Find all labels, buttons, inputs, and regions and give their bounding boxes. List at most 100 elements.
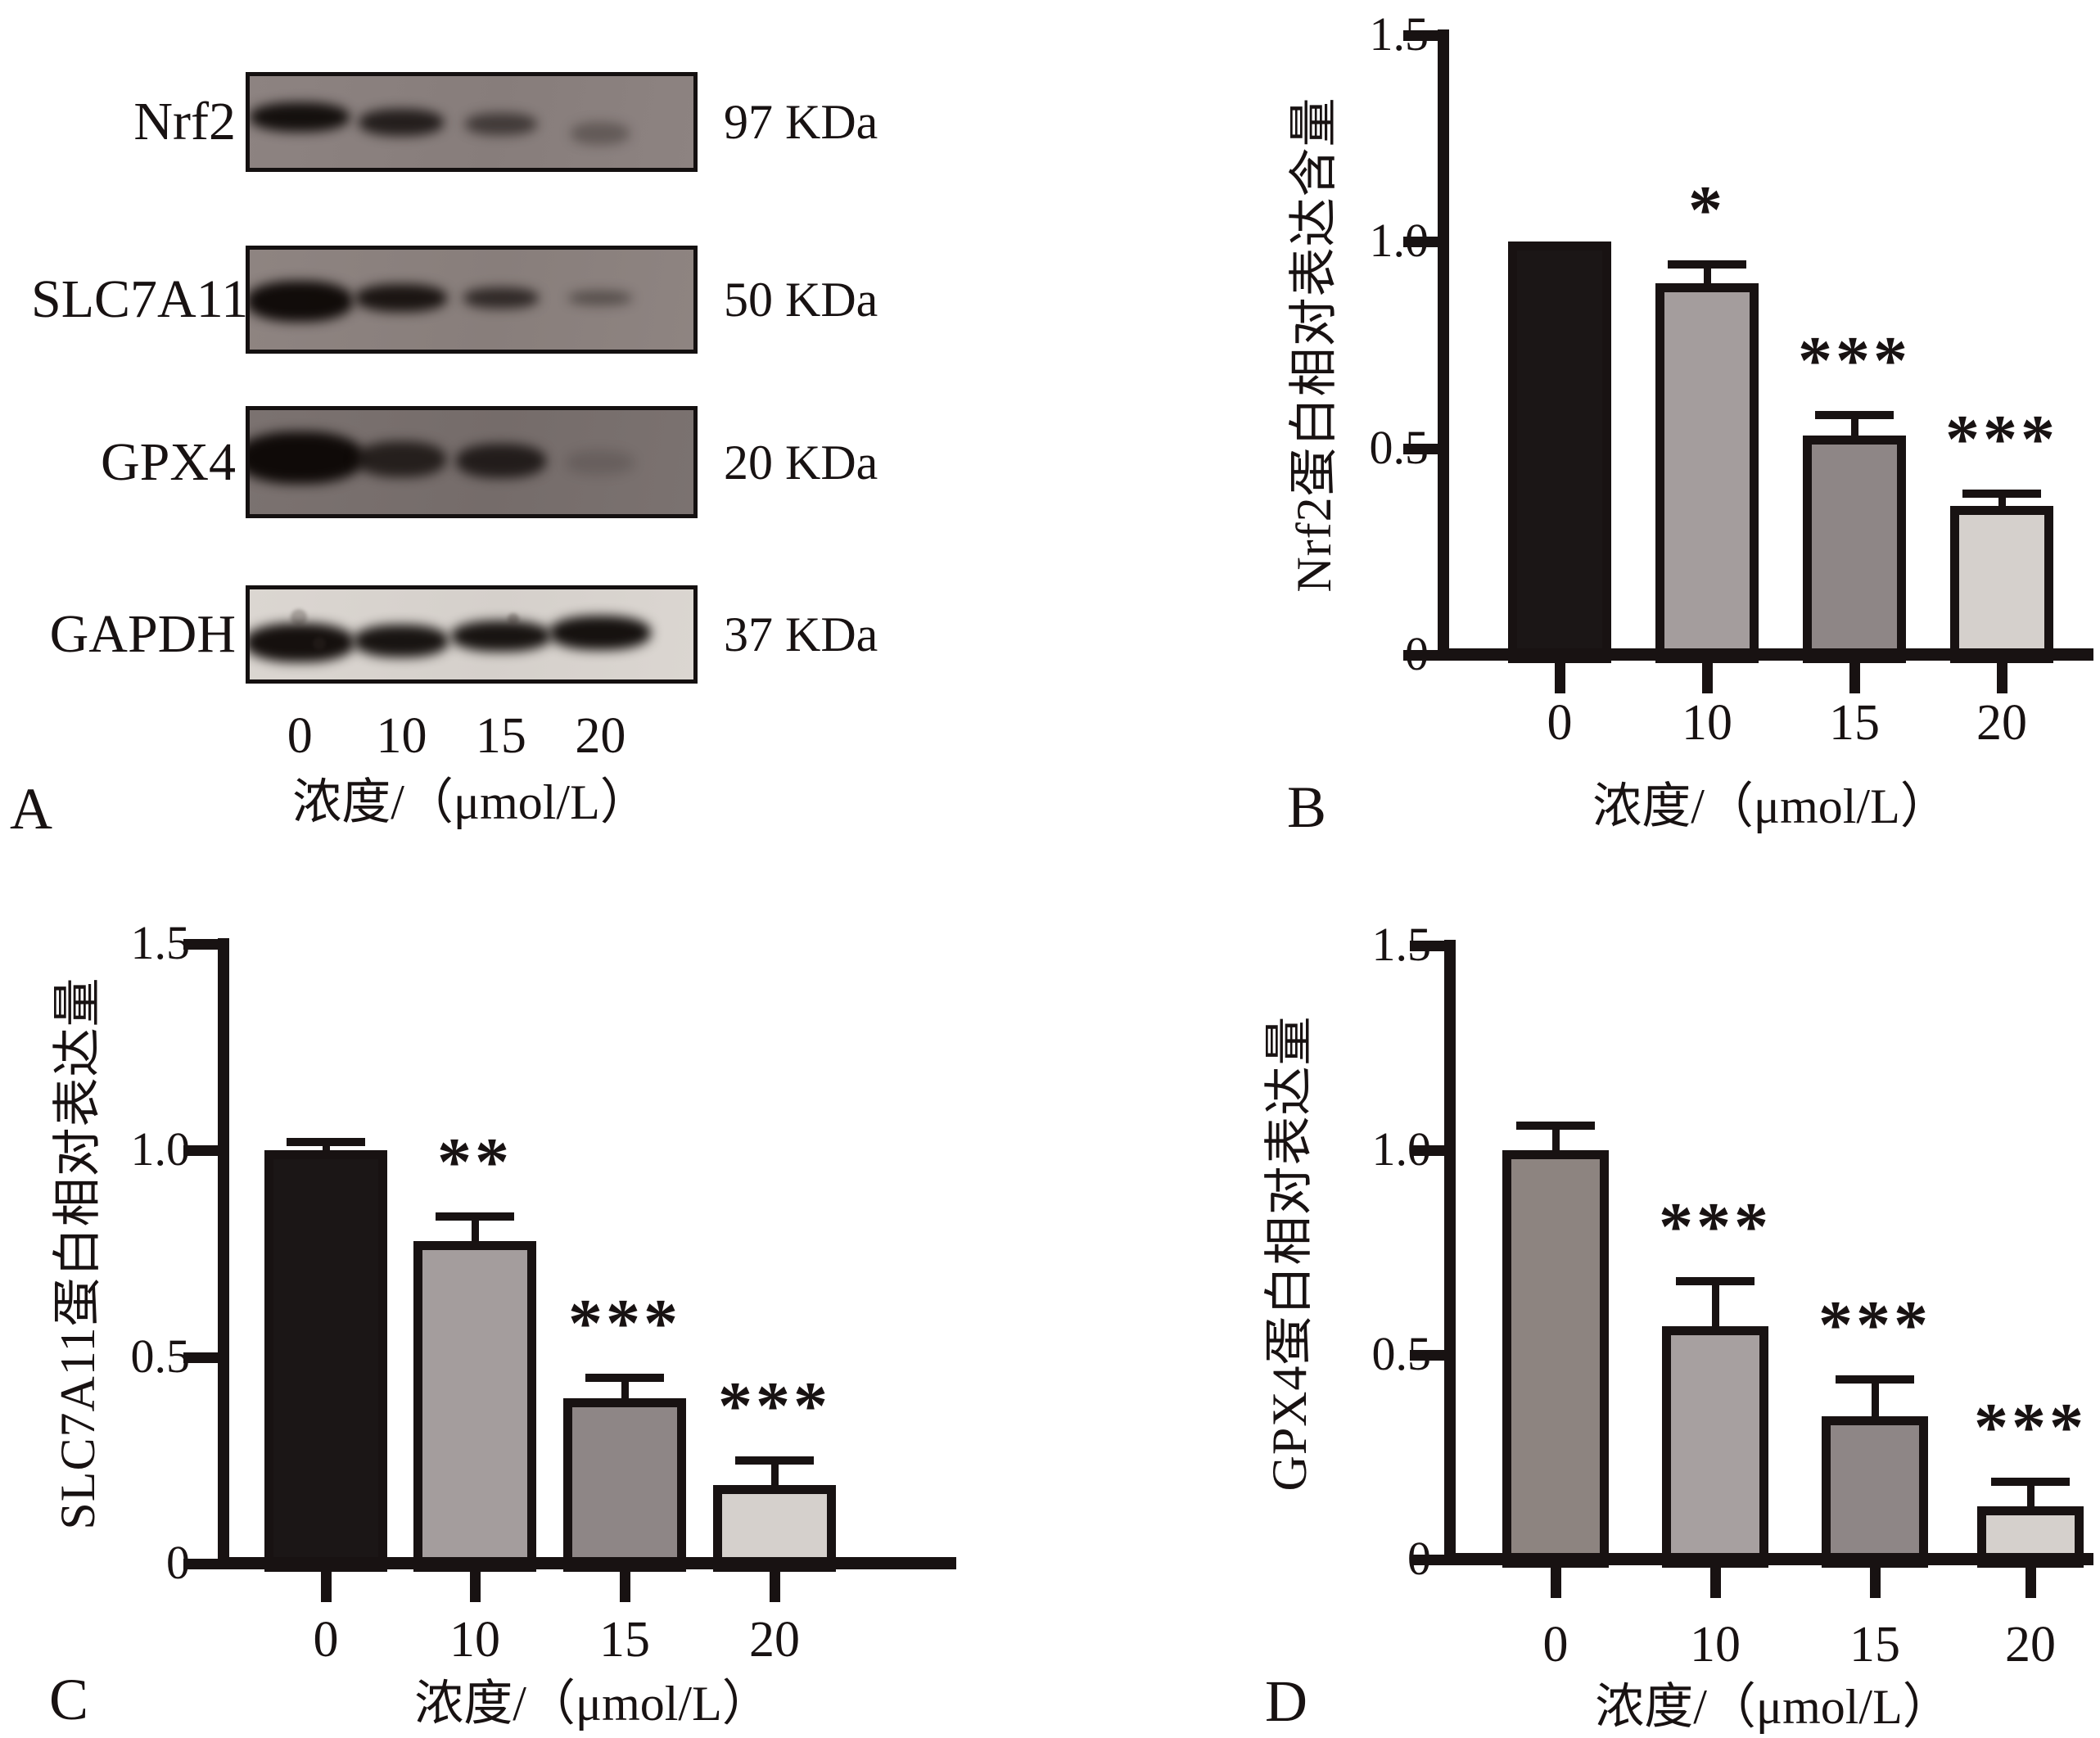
blot-image xyxy=(246,246,698,354)
y-tick-label: 1.5 xyxy=(1369,7,1429,61)
blot-lane-label: 10 xyxy=(376,708,427,764)
molecular-weight-label: 50 KDa xyxy=(724,273,878,327)
bar-0 xyxy=(1502,1150,1609,1568)
y-tick-label: 0 xyxy=(166,1536,190,1589)
significance-stars: * xyxy=(1688,171,1726,248)
bar-20 xyxy=(1950,506,2053,663)
significance-stars: *** xyxy=(1974,1389,2087,1465)
y-tick xyxy=(1403,650,1438,661)
x-category-label: 10 xyxy=(1690,1617,1741,1673)
blot-artifact xyxy=(507,612,519,625)
panel-c-y-axis-title: SLC7A11蛋白相对表达量 xyxy=(51,977,105,1530)
molecular-weight-label: 37 KDa xyxy=(724,607,878,661)
error-bar-stem xyxy=(1704,264,1711,288)
error-bar-cap xyxy=(1516,1122,1595,1130)
x-tick xyxy=(1849,661,1860,693)
y-tick xyxy=(183,1145,218,1156)
y-tick xyxy=(1403,443,1438,454)
blot-lane-label: 20 xyxy=(575,708,626,764)
error-bar-stem xyxy=(1712,1281,1719,1331)
error-bar-cap xyxy=(1836,1375,1914,1384)
y-tick-label: 0 xyxy=(1405,627,1429,680)
error-bar-stem xyxy=(1552,1126,1560,1155)
x-tick xyxy=(770,1569,780,1602)
y-tick xyxy=(1410,941,1444,951)
blot-band xyxy=(250,281,354,322)
blot-band xyxy=(359,108,445,136)
error-bar-stem xyxy=(1851,415,1858,441)
blot-image xyxy=(246,72,698,172)
bar-10 xyxy=(1655,282,1759,663)
y-axis xyxy=(1438,29,1449,661)
y-tick-label: 1.0 xyxy=(1369,214,1429,267)
significance-stars: *** xyxy=(1945,401,2058,478)
error-bar-cap xyxy=(1815,411,1894,420)
y-tick-label: 0.5 xyxy=(130,1329,191,1383)
y-tick xyxy=(1410,1350,1444,1361)
blot-band xyxy=(455,443,546,478)
x-tick xyxy=(1551,1565,1561,1598)
blot-image xyxy=(246,406,698,518)
bar-0 xyxy=(264,1150,387,1572)
protein-label: SLC7A11 xyxy=(31,269,249,329)
bar-15 xyxy=(1803,436,1906,663)
blot-band xyxy=(250,623,355,662)
significance-stars: *** xyxy=(568,1284,681,1361)
molecular-weight-label: 97 KDa xyxy=(724,95,878,149)
y-tick-label: 1.0 xyxy=(130,1122,191,1176)
y-tick xyxy=(1410,1145,1444,1156)
blot-band xyxy=(568,291,633,305)
x-category-label: 0 xyxy=(1547,695,1573,751)
protein-label: GPX4 xyxy=(100,431,236,492)
error-bar-stem xyxy=(472,1216,479,1247)
blot-artifact xyxy=(290,609,307,625)
error-bar-cap xyxy=(1962,490,2041,499)
error-bar-cap xyxy=(287,1137,365,1146)
significance-stars: *** xyxy=(1818,1287,1931,1363)
panel-d-x-axis-label: 浓度/（μmol/L） xyxy=(1595,1680,1952,1734)
bar-0 xyxy=(1508,242,1611,663)
panel-letter-c: C xyxy=(49,1667,89,1732)
blot-band xyxy=(250,431,364,484)
error-bar-stem xyxy=(1872,1379,1879,1421)
error-bar-cap xyxy=(1668,260,1746,269)
panel-letter-a: A xyxy=(10,776,52,842)
x-category-label: 15 xyxy=(599,1612,650,1668)
blot-band xyxy=(354,625,449,657)
blot-lane-label: 0 xyxy=(287,708,313,764)
y-tick xyxy=(1410,1555,1444,1565)
y-axis xyxy=(1444,940,1456,1565)
panel-d-y-axis-title: GPX4蛋白相对表达量 xyxy=(1262,1015,1316,1492)
molecular-weight-label: 20 KDa xyxy=(724,435,878,490)
error-bar-stem xyxy=(2027,1482,2035,1511)
x-category-label: 15 xyxy=(1849,1617,1900,1673)
blot-artifact xyxy=(313,636,327,650)
error-bar-stem xyxy=(1998,494,2006,512)
blot-band xyxy=(571,122,630,145)
x-category-label: 0 xyxy=(1542,1617,1569,1673)
y-tick xyxy=(183,938,218,950)
panel-b-x-axis-label: 浓度/（μmol/L） xyxy=(1592,779,1949,833)
x-axis xyxy=(1438,648,2093,661)
blot-band xyxy=(464,112,537,135)
x-tick xyxy=(1997,661,2007,693)
blot-band xyxy=(463,287,539,309)
y-tick xyxy=(1403,29,1438,41)
x-category-label: 20 xyxy=(1976,695,2027,751)
blot-band xyxy=(450,621,551,652)
y-tick xyxy=(1403,237,1438,247)
blot-band xyxy=(250,102,350,132)
y-tick xyxy=(183,1559,218,1569)
blot-lane-label: 15 xyxy=(475,708,526,764)
x-category-label: 15 xyxy=(1829,695,1880,751)
x-tick xyxy=(1710,1565,1721,1598)
y-tick-label: 1.0 xyxy=(1371,1122,1432,1176)
error-bar-cap xyxy=(585,1373,664,1382)
x-tick xyxy=(1555,661,1565,693)
y-tick-label: 0 xyxy=(1407,1532,1431,1585)
y-tick xyxy=(183,1352,218,1363)
blot-band xyxy=(356,440,447,477)
x-tick xyxy=(620,1569,630,1602)
error-bar-cap xyxy=(1991,1478,2070,1486)
